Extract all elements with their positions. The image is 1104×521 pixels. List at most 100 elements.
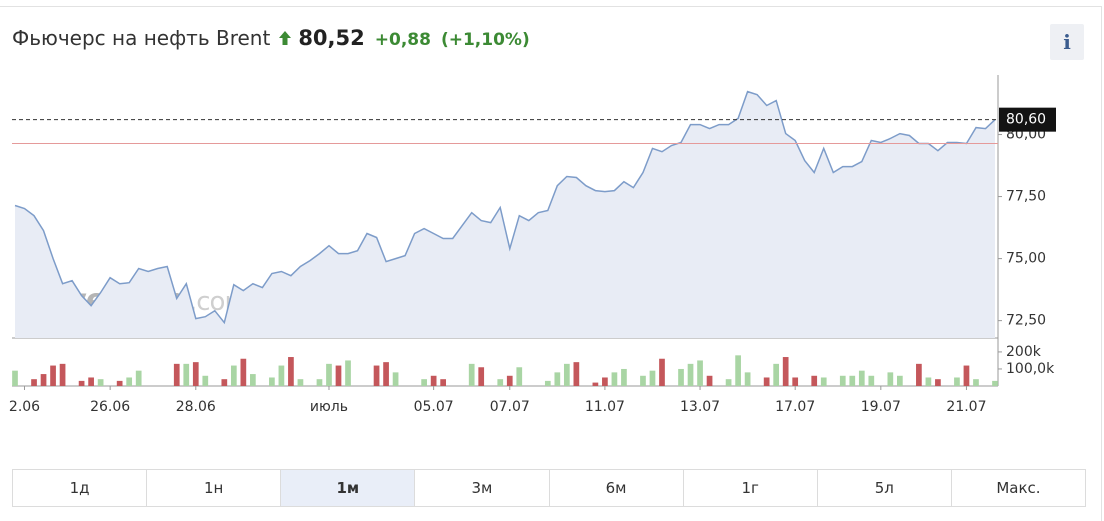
volume-bar xyxy=(326,363,332,386)
timeframe-button[interactable]: Макс. xyxy=(950,470,1085,506)
volume-tick-label: 100,0k xyxy=(1006,361,1055,377)
volume-bar xyxy=(973,379,979,386)
timeframe-button[interactable]: 1н xyxy=(146,470,280,506)
y-tick-label: 77,50 xyxy=(1006,189,1046,205)
x-tick-label: 05.07 xyxy=(414,399,454,415)
volume-bar xyxy=(40,374,47,386)
volume-bar xyxy=(497,379,504,386)
volume-bar xyxy=(78,380,85,386)
timeframe-button[interactable]: 5л xyxy=(816,470,951,506)
y-tick-label: 72,50 xyxy=(1006,313,1046,329)
volume-bar xyxy=(706,375,713,386)
volume-bar xyxy=(478,367,485,386)
volume-bar xyxy=(440,379,447,386)
x-tick-label: 11.07 xyxy=(585,399,625,415)
x-tick-label: 19.07 xyxy=(861,399,901,415)
volume-bar xyxy=(221,379,228,386)
volume-bar xyxy=(554,372,561,386)
volume-bar xyxy=(468,363,475,386)
volume-bar xyxy=(316,379,323,386)
volume-bar xyxy=(173,363,180,386)
volume-bar xyxy=(602,377,608,386)
volume-bar xyxy=(240,358,247,386)
x-tick-label: июль xyxy=(310,399,348,415)
volume-bar xyxy=(735,355,741,386)
volume-bar xyxy=(202,375,209,386)
instrument-title: Фьючерс на нефть Brent xyxy=(12,26,271,50)
volume-bar xyxy=(820,377,827,386)
change-percent: (+1,10%) xyxy=(440,30,530,50)
volume-bar xyxy=(12,370,18,386)
volume-bar xyxy=(849,375,856,386)
volume-bar xyxy=(697,360,703,386)
volume-bar xyxy=(935,379,941,386)
volume-bar xyxy=(782,357,789,386)
volume-bar xyxy=(544,380,551,386)
price: 80,52 xyxy=(298,26,365,50)
volume-bar xyxy=(430,375,437,386)
timeframe-button[interactable]: 3м xyxy=(414,470,548,506)
change: +0,88 xyxy=(374,30,431,50)
volume-bar xyxy=(573,362,580,386)
volume-bar xyxy=(858,370,865,386)
volume-bar xyxy=(278,365,285,386)
volume-bar xyxy=(811,375,818,386)
volume-tick-label: 200k xyxy=(1006,344,1042,360)
volume-bar xyxy=(135,370,142,386)
volume-bar xyxy=(116,380,123,386)
x-tick-label: 26.06 xyxy=(90,399,130,415)
y-tick-label: 75,00 xyxy=(1006,251,1046,267)
volume-bar xyxy=(992,380,998,386)
volume-bar xyxy=(592,382,599,386)
price-line xyxy=(14,90,996,325)
x-tick-label: 28.06 xyxy=(176,399,216,415)
widget-frame xyxy=(0,6,1102,521)
volume-bar xyxy=(506,375,513,386)
x-tick-label: 21.07 xyxy=(946,399,986,415)
volume-bar xyxy=(887,372,894,386)
info-button[interactable]: i xyxy=(1050,24,1084,60)
volume-bar xyxy=(868,375,875,386)
volume-bar xyxy=(88,377,94,386)
volume-bar xyxy=(373,365,380,386)
timeframe-button[interactable]: 6м xyxy=(548,470,683,506)
x-tick-label: 17.07 xyxy=(775,399,815,415)
volume-bar xyxy=(839,375,846,386)
volume-bar xyxy=(963,365,970,386)
volume-bar xyxy=(345,360,351,386)
volume-bar xyxy=(611,372,618,386)
volume-bar xyxy=(725,379,732,386)
timeframe-button[interactable]: 1д xyxy=(69,479,90,497)
x-tick-label: 07.07 xyxy=(490,399,530,415)
volume-bar xyxy=(916,363,922,386)
volume-bar xyxy=(792,377,799,386)
volume-bar xyxy=(659,358,665,386)
volume-bar xyxy=(678,368,684,386)
timeframe-button[interactable]: 1г xyxy=(682,470,817,506)
up-arrow xyxy=(279,31,292,45)
volume-bar xyxy=(392,372,399,386)
volume-bar xyxy=(421,379,427,386)
volume-bar xyxy=(954,377,960,386)
volume-bar xyxy=(383,362,389,386)
price-area xyxy=(15,91,995,338)
volume-bar xyxy=(335,365,342,386)
volume-bar xyxy=(183,363,190,386)
volume-bar xyxy=(59,363,66,386)
x-tick-label: 2.06 xyxy=(9,399,40,415)
volume-bar xyxy=(250,374,256,386)
timeframe-selector: 1д 1н 1м 3м 6м 1г 5л Макс. xyxy=(12,469,1086,507)
volume-bar xyxy=(97,379,104,386)
volume-bar xyxy=(563,363,570,386)
volume-bar xyxy=(230,365,237,386)
volume-bar xyxy=(297,379,304,386)
last-value-box xyxy=(999,107,1056,132)
volume-bar xyxy=(192,362,199,386)
volume-bar xyxy=(50,365,56,386)
timeframe-button[interactable]: 1м xyxy=(280,470,415,506)
last-value-label: 80,60 xyxy=(1006,112,1046,128)
volume-bar xyxy=(288,357,294,386)
volume-bar xyxy=(649,370,656,386)
x-tick-label: 13.07 xyxy=(680,399,720,415)
